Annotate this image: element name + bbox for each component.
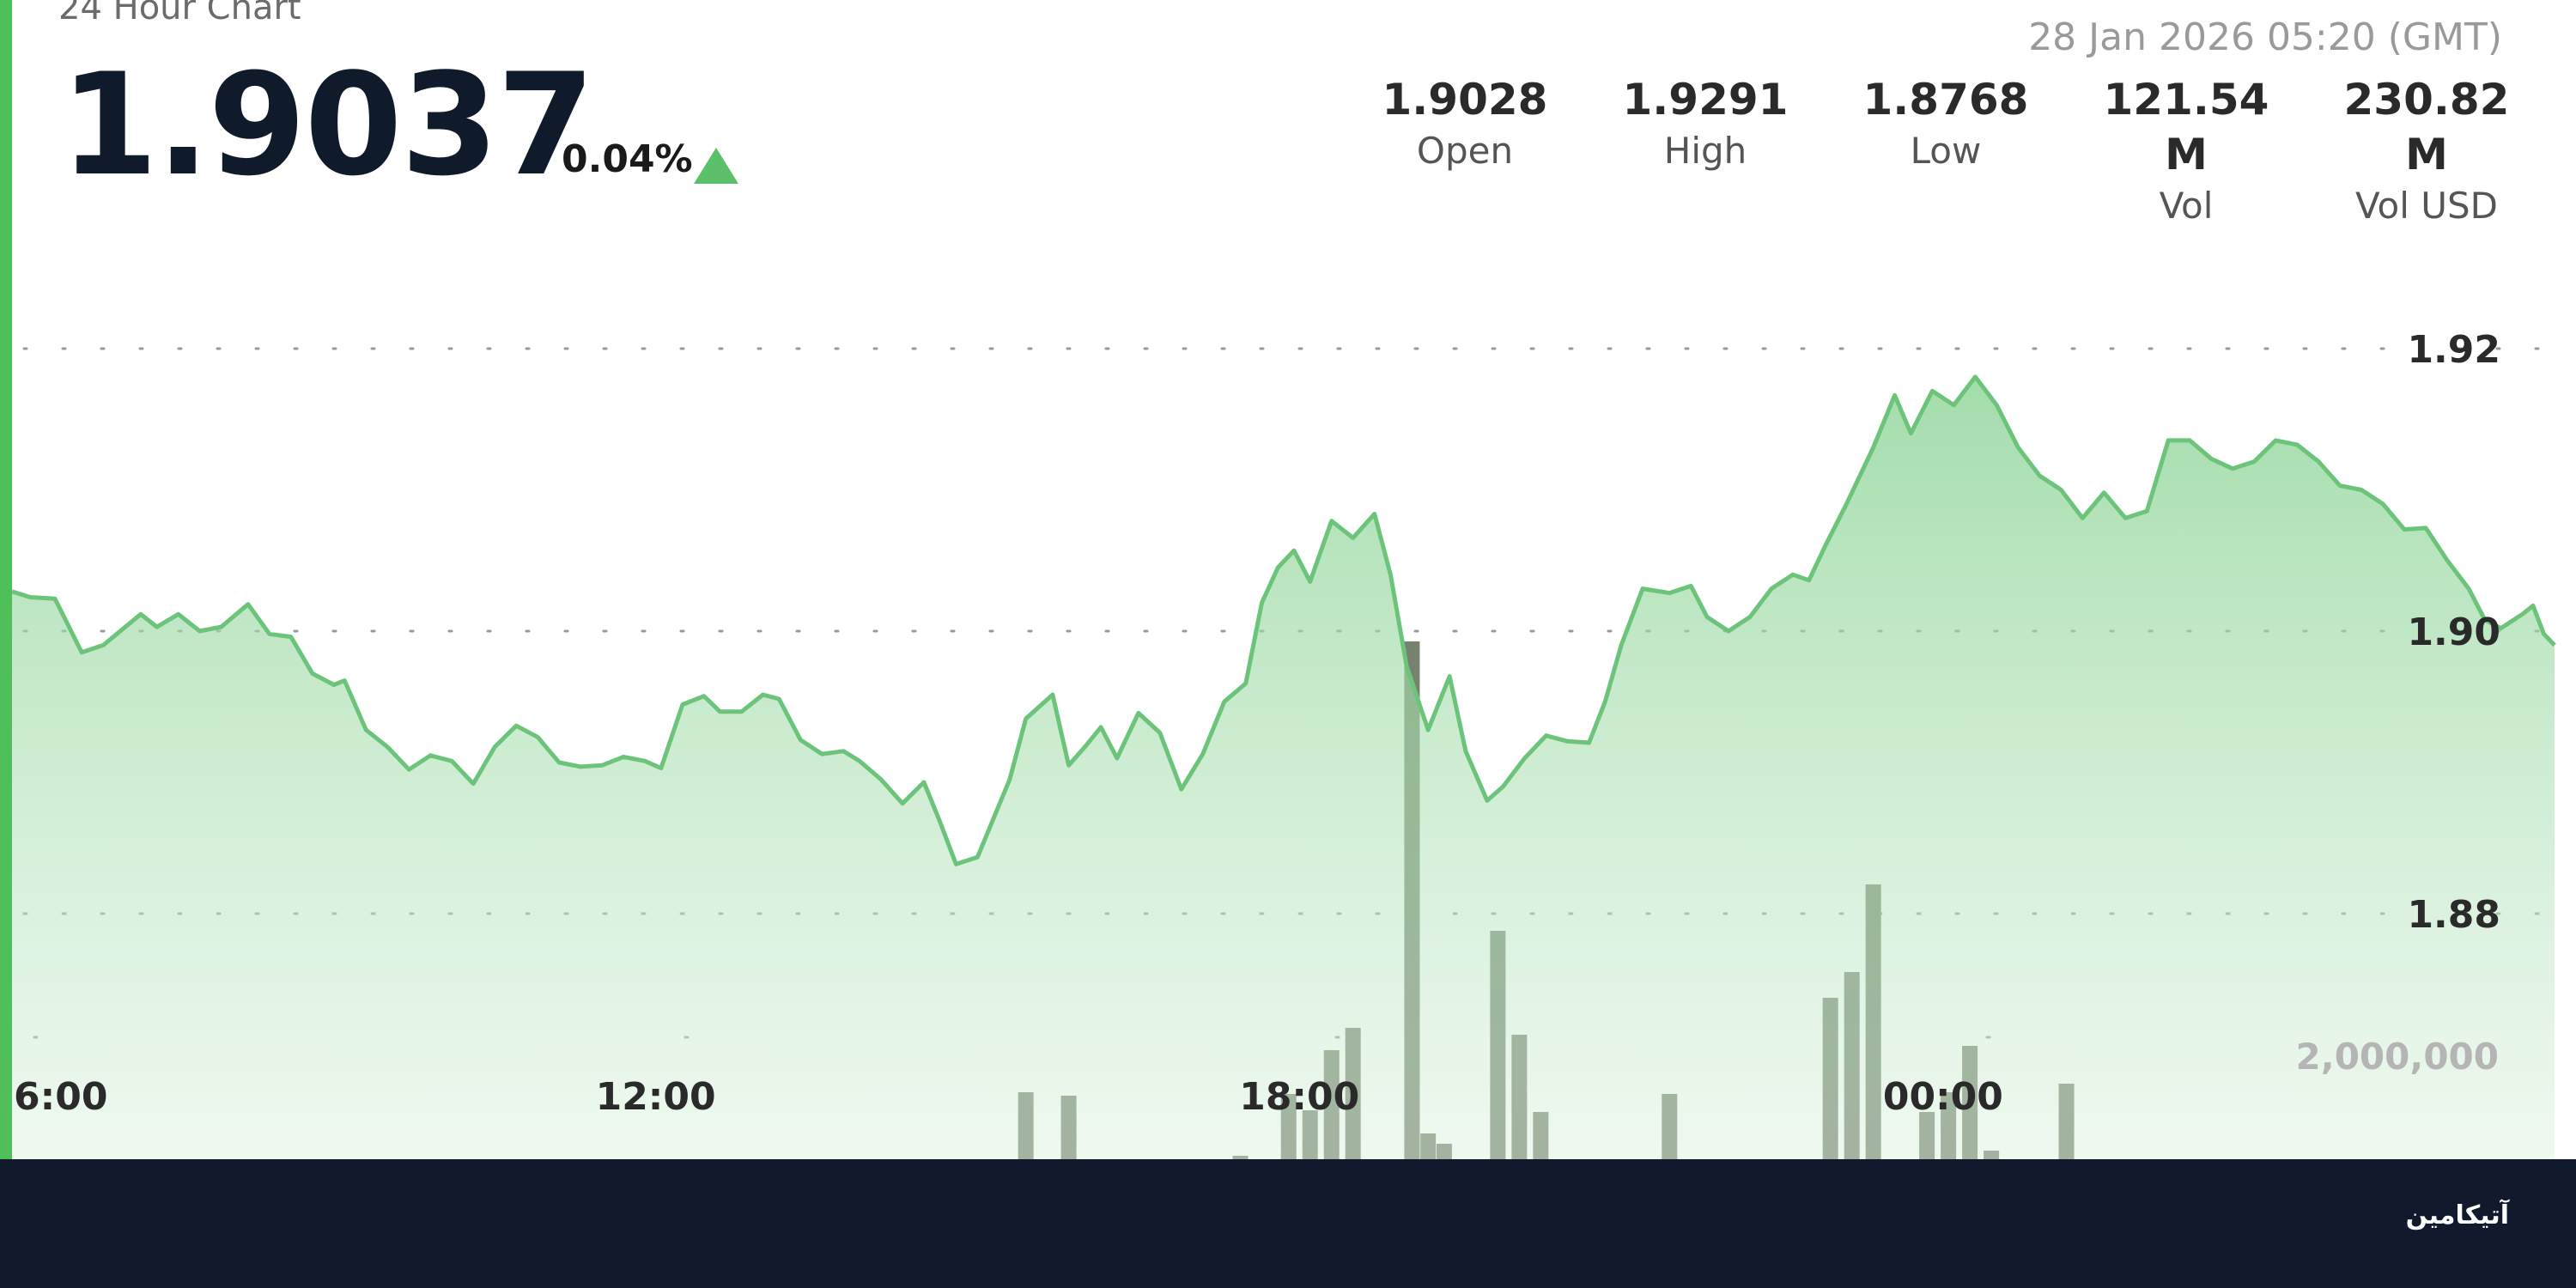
stat-vol-usd-label: Vol USD <box>2355 185 2498 227</box>
left-accent-bar <box>0 0 12 1159</box>
up-arrow-icon <box>694 148 738 184</box>
price-chart: 1.92 1.90 1.88 6:00 12:00 18:00 00:00 2,000,0… <box>11 328 2561 1159</box>
price-change-percent: 0.04% <box>562 137 693 181</box>
stat-low-value: 1.8768 <box>1862 75 2029 125</box>
stat-vol-label: Vol <box>2159 185 2214 227</box>
stat-open-label: Open <box>1416 130 1514 172</box>
stat-high-value: 1.9291 <box>1622 75 1789 125</box>
stat-high-label: High <box>1663 130 1747 172</box>
chart-label: 24 Hour Chart <box>58 0 301 27</box>
y-axis-ticks: 1.92 1.90 1.88 <box>2407 328 2500 937</box>
y-tick-label: 1.92 <box>2407 328 2500 372</box>
stat-low-label: Low <box>1910 130 1982 172</box>
x-tick-label: 18:00 <box>1239 1075 1359 1119</box>
timestamp: 28 Jan 2026 05:20 (GMT) <box>2028 15 2502 59</box>
brand-logo: آتیکامین <box>2405 1200 2509 1230</box>
current-price: 1.9037 <box>60 43 595 207</box>
stat-vol: 121.54 M Vol <box>2087 72 2285 230</box>
stat-vol-usd-value: 230.82 M <box>2343 75 2510 179</box>
y-tick-label: 1.90 <box>2407 611 2500 654</box>
footer-bar: آتیکامین <box>0 1159 2576 1288</box>
price-area <box>12 376 2555 1159</box>
stat-vol-usd: 230.82 M Vol USD <box>2328 72 2525 230</box>
y-tick-label: 1.88 <box>2407 893 2500 937</box>
x-axis-ticks: 6:00 12:00 18:00 00:00 <box>14 1075 2003 1119</box>
stat-open: 1.9028 Open <box>1366 72 1564 175</box>
stat-low: 1.8768 Low <box>1847 72 2044 175</box>
stat-open-value: 1.9028 <box>1382 75 1548 125</box>
stat-vol-value: 121.54 M <box>2103 75 2269 179</box>
stat-high: 1.9291 High <box>1607 72 1804 175</box>
x-tick-label: 6:00 <box>14 1075 107 1119</box>
volume-axis-label: 2,000,000 <box>2296 1036 2499 1078</box>
x-tick-label: 00:00 <box>1883 1075 2003 1119</box>
price-line <box>11 374 2556 866</box>
x-tick-label: 12:00 <box>596 1075 716 1119</box>
